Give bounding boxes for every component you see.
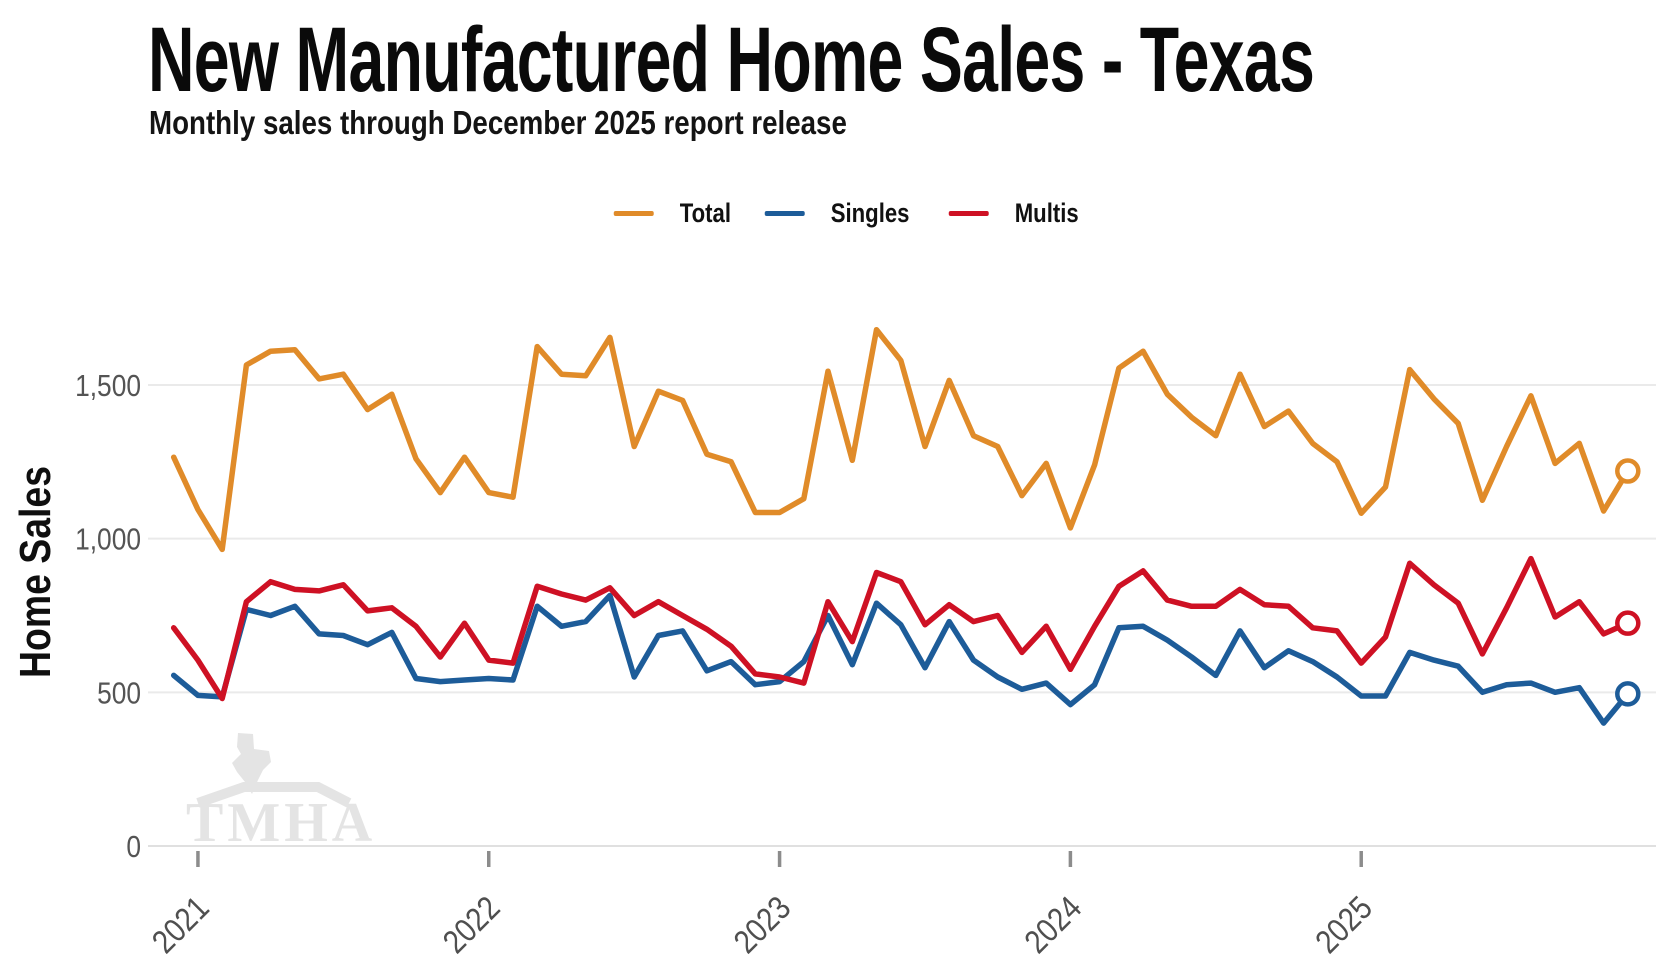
gridlines	[148, 384, 1656, 847]
series-line-multis	[170, 555, 1631, 702]
legend-item-total: Total	[613, 198, 743, 229]
legend-label: Singles	[830, 198, 909, 228]
legend-item-multis: Multis	[948, 198, 1092, 229]
x-tick-label-2025: 2025	[1308, 889, 1380, 960]
legend-swatch-total	[613, 211, 654, 216]
x-tick-label-2024: 2024	[1017, 889, 1089, 960]
x-tick-label-2022: 2022	[435, 889, 507, 960]
series-line-singles	[170, 592, 1631, 726]
legend-label: Total	[679, 198, 731, 228]
page-title: New Manufactured Home Sales - Texas	[148, 14, 1660, 106]
legend-swatch-singles	[764, 211, 805, 216]
y-tick-label-500: 500	[97, 676, 141, 710]
end-marker-total	[1615, 458, 1641, 484]
legend-label: Multis	[1014, 198, 1079, 228]
page-subtitle-text: Monthly sales through December 2025 repo…	[149, 104, 847, 141]
end-marker-multis	[1615, 610, 1641, 636]
x-tick-label-2023: 2023	[726, 889, 798, 960]
legend-item-singles: Singles	[764, 198, 926, 229]
tmha-watermark: TMHA	[186, 733, 376, 854]
page-title-text: New Manufactured Home Sales - Texas	[148, 9, 1315, 111]
chart-legend: Total Singles Multis	[613, 198, 1093, 229]
y-tick-label-1500: 1,500	[75, 369, 141, 403]
page-subtitle: Monthly sales through December 2025 repo…	[149, 104, 980, 142]
watermark-texas-shape	[232, 733, 271, 794]
y-tick-label-0: 0	[126, 830, 141, 864]
y-axis-title: Home Sales	[10, 466, 60, 678]
y-tick-label-1000: 1,000	[75, 523, 141, 557]
legend-swatch-multis	[948, 211, 989, 216]
end-marker-singles	[1615, 681, 1641, 707]
x-tick-label-2021: 2021	[145, 889, 217, 960]
watermark-roof-shape	[196, 782, 352, 808]
watermark-text: TMHA	[186, 792, 376, 854]
series-line-total	[170, 326, 1631, 553]
data-series	[170, 326, 1641, 726]
